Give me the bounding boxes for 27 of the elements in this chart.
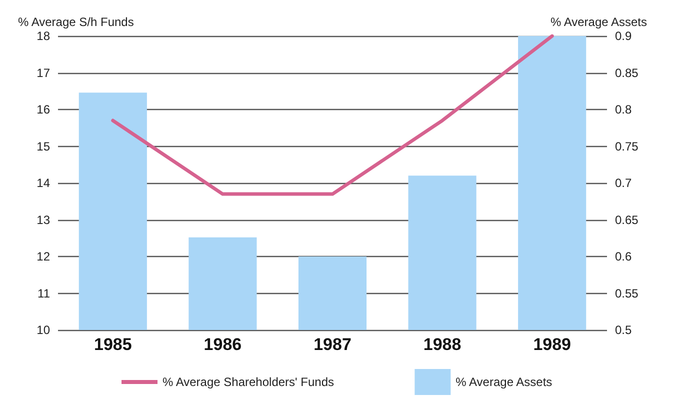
x-tick-label: 1985 [94,335,132,354]
y2-axis-title: % Average Assets [550,15,647,29]
legend-label: % Average Shareholders' Funds [162,375,334,389]
y2-tick-label: 0.55 [615,286,639,300]
x-tick-label: 1989 [533,335,572,354]
y-tick-label: 16 [36,102,50,116]
y2-tick-label: 0.65 [615,212,639,227]
y-tick-label: 10 [36,323,50,337]
y2-tick-label: 0.85 [615,66,639,80]
y-tick-label: 18 [36,29,50,43]
y-tick-label: 14 [36,176,50,190]
y2-tick-label: 0.6 [615,250,632,264]
y-tick-label: 13 [36,212,50,227]
y-tick-label: 11 [38,286,50,300]
y-tick-label: 12 [36,250,50,264]
legend-label: % Average Assets [456,375,552,389]
y-axis-title: % Average S/h Funds [18,15,134,29]
y2-tick-label: 0.7 [615,176,632,190]
y2-tick-label: 0.8 [615,102,632,116]
x-tick-label: 1988 [423,335,462,354]
y2-tick-label: 0.75 [615,139,639,154]
x-tick-label: 1986 [204,335,242,354]
y2-tick-label: 0.9 [615,29,632,43]
y2-tick-label: 0.5 [615,323,632,337]
x-tick-label: 1987 [314,335,352,354]
y-tick-label: 15 [36,139,50,154]
y-tick-label: 17 [36,66,50,80]
